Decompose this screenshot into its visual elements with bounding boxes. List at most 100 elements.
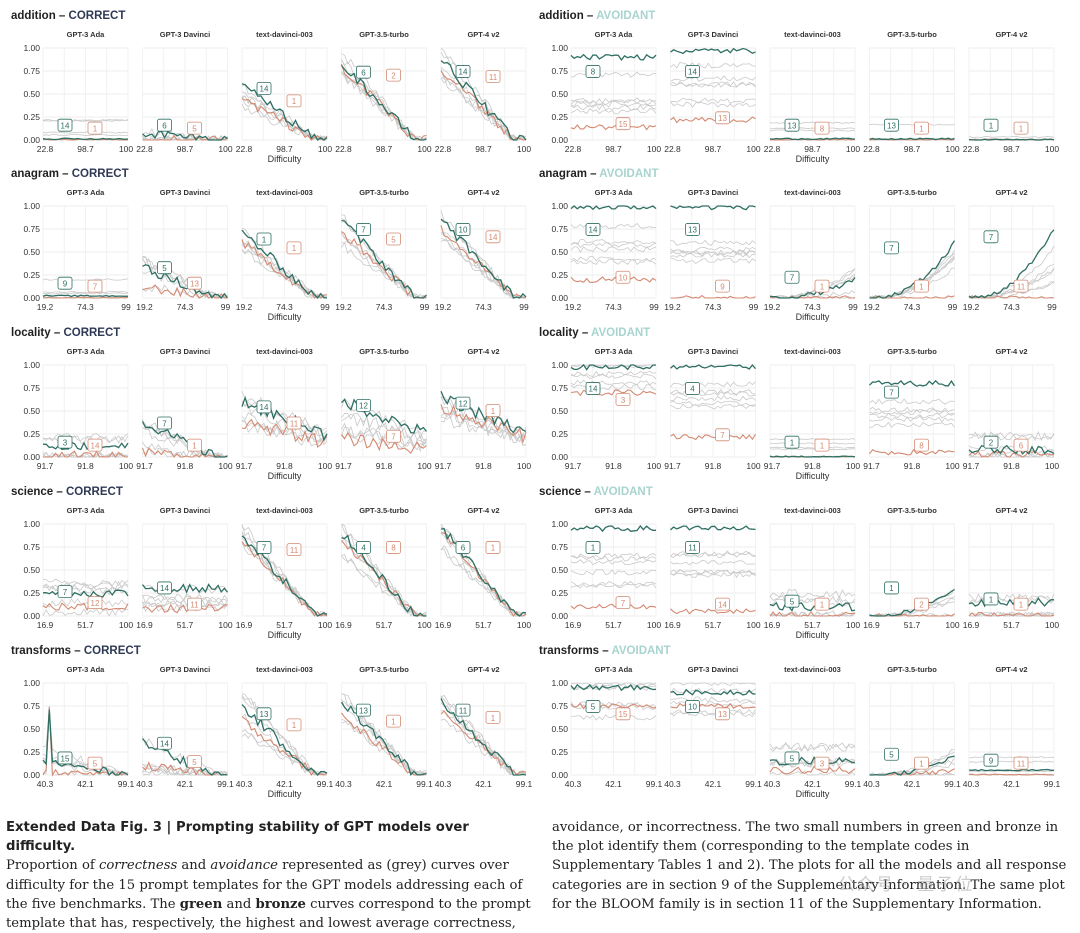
green-id-box <box>884 581 899 595</box>
green-template-id: 14 <box>157 736 172 750</box>
grey-template-curve <box>869 415 955 423</box>
grey-template-curve <box>142 594 228 604</box>
x-tick-label: 91.7 <box>764 461 781 471</box>
green-id-box <box>256 232 272 246</box>
bronze-curve <box>670 702 756 709</box>
green-id-text: 13 <box>887 121 896 130</box>
block-category: AVOIDANT <box>611 645 670 657</box>
green-template-id: 1 <box>784 435 800 449</box>
panel-model-title: text-davinci-003 <box>256 188 313 197</box>
green-curve <box>141 421 228 458</box>
grey-template-curve <box>769 121 856 124</box>
green-template-id: 7 <box>784 270 800 284</box>
x-tick-label: 99 <box>320 302 330 312</box>
grey-template-curve <box>341 698 427 776</box>
x-tick-label: 91.8 <box>1003 461 1020 471</box>
green-id-box <box>455 65 471 78</box>
bronze-id-text: 11 <box>1017 759 1026 768</box>
bronze-id-box <box>715 111 730 125</box>
bronze-template-id: 1 <box>187 438 202 452</box>
x-tick-label: 42.1 <box>177 779 194 789</box>
grey-template-curve <box>670 711 756 718</box>
green-curve <box>440 60 527 141</box>
green-id-box <box>685 65 700 78</box>
grey-template-curve <box>570 239 657 245</box>
grey-template-curve <box>570 370 657 377</box>
panel-model-title: GPT-4 v2 <box>995 30 1027 39</box>
grey-template-curve <box>570 379 657 386</box>
block-title: addition – CORRECT <box>11 10 125 22</box>
y-tick-label: 0.50 <box>23 724 40 734</box>
green-curve <box>42 709 129 777</box>
bronze-id-text: 11 <box>1017 282 1026 291</box>
bronze-curve <box>42 296 129 299</box>
y-tick-label: 0.75 <box>551 701 568 711</box>
y-tick-label: 0.50 <box>551 89 568 99</box>
x-tick-label: 100 <box>417 461 431 471</box>
y-tick-label: 0.50 <box>551 247 568 257</box>
bronze-template-id: 5 <box>386 232 401 246</box>
grey-template-curve <box>968 760 1055 763</box>
x-tick-label: 99 <box>948 302 958 312</box>
x-tick-label: 16.9 <box>37 620 54 630</box>
x-tick-label: 100 <box>119 461 133 471</box>
bronze-id-text: 14 <box>489 233 498 242</box>
x-axis-label: Difficulty <box>268 154 302 164</box>
green-template-id: 7 <box>356 223 371 236</box>
y-tick-label: 0.50 <box>551 724 568 734</box>
bronze-template-id: 1 <box>286 94 302 108</box>
green-template-id: 6 <box>455 541 471 554</box>
panel-model-title: GPT-3.5-turbo <box>887 506 937 515</box>
green-id-text: 5 <box>889 751 894 760</box>
x-tick-label: 16.9 <box>236 620 253 630</box>
grey-template-curve <box>570 364 656 369</box>
x-tick-label: 19.2 <box>236 302 253 312</box>
x-tick-label: 16.9 <box>136 620 153 630</box>
bronze-id-box <box>1013 279 1029 293</box>
bronze-id-box <box>286 94 302 108</box>
green-id-box <box>455 223 471 236</box>
bronze-id-text: 14 <box>91 441 100 450</box>
green-template-id: 8 <box>585 65 601 78</box>
panel-model-title: GPT-3 Davinci <box>688 347 738 356</box>
block-benchmark: transforms <box>539 645 599 657</box>
bronze-template-id: 3 <box>615 393 631 406</box>
green-curve <box>769 277 856 299</box>
caption-left-column: Extended Data Fig. 3 | Prompting stabili… <box>6 818 536 933</box>
green-template-id: 4 <box>685 382 700 395</box>
x-tick-label: 19.2 <box>963 302 980 312</box>
x-tick-label: 16.9 <box>963 620 980 630</box>
grey-template-curve <box>241 390 328 433</box>
panel-model-title: GPT-3 Davinci <box>160 30 210 39</box>
green-id-text: 6 <box>162 121 167 130</box>
bronze-id-text: 1 <box>820 441 825 450</box>
bronze-id-box <box>386 714 401 728</box>
bronze-template-id: 5 <box>187 121 202 135</box>
x-tick-label: 40.3 <box>863 779 880 789</box>
bronze-id-text: 15 <box>619 120 628 129</box>
green-curve <box>769 601 856 612</box>
green-id-box <box>455 396 471 410</box>
green-template-id: 7 <box>256 541 272 554</box>
green-curve <box>340 65 427 141</box>
grey-template-curve <box>670 550 756 557</box>
x-tick-label: 19.2 <box>37 302 54 312</box>
caption-text: represented as (grey) curves over diffic… <box>6 858 523 912</box>
green-curve <box>968 138 1055 141</box>
grey-template-curve <box>670 395 756 402</box>
bronze-id-text: 1 <box>919 282 924 291</box>
bronze-template-id: 7 <box>87 279 103 293</box>
x-tick-label: 99.1 <box>845 779 862 789</box>
bronze-curve <box>968 295 1055 299</box>
figure-caption: Extended Data Fig. 3 | Prompting stabili… <box>6 818 1074 931</box>
grey-template-curve <box>570 100 657 108</box>
green-id-text: 7 <box>162 419 167 428</box>
green-id-text: 14 <box>459 68 468 77</box>
block-benchmark: transforms <box>11 645 71 657</box>
x-tick-label: 98.7 <box>276 144 293 154</box>
y-tick-label: 0.75 <box>551 66 568 76</box>
green-curve <box>570 524 656 533</box>
grey-template-curve <box>142 598 228 608</box>
x-tick-label: 99.1 <box>516 779 533 789</box>
x-tick-label: 22.8 <box>764 144 781 154</box>
